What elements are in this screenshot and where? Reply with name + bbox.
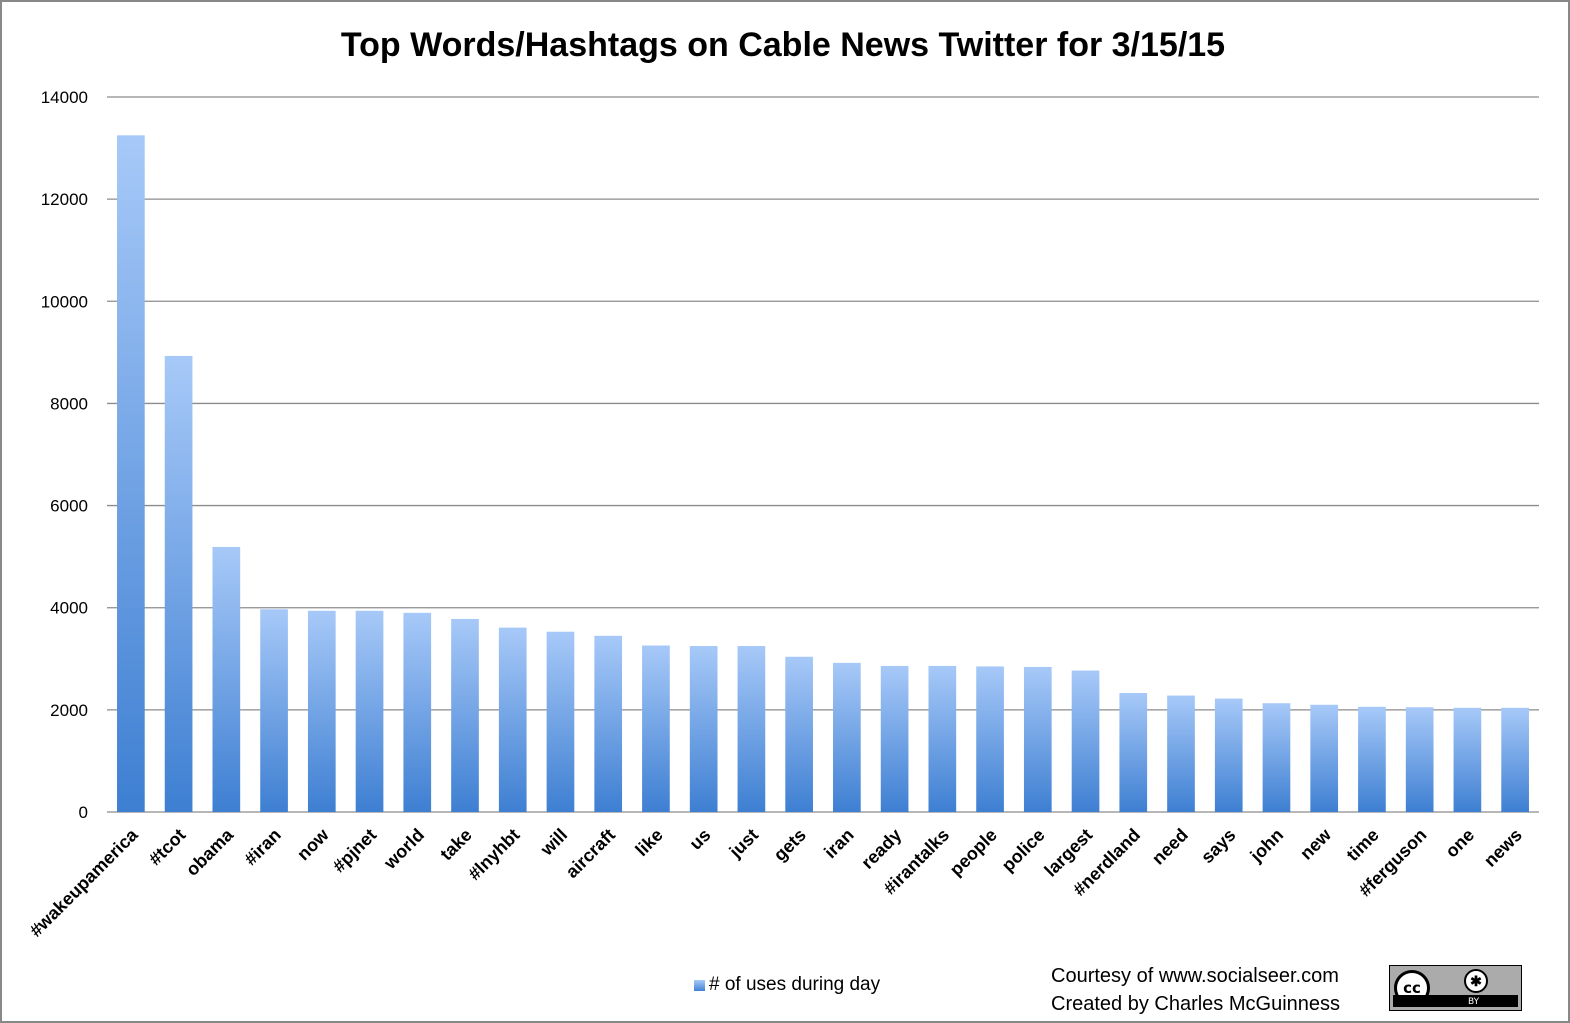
x-tick-label: people xyxy=(946,825,1001,880)
bar xyxy=(880,665,909,812)
x-tick-label: #wakeupamerica xyxy=(26,824,143,941)
x-tick-label: obama xyxy=(182,824,238,880)
gridlines xyxy=(107,96,1539,813)
x-tick-label: john xyxy=(1246,825,1288,867)
bar xyxy=(1501,707,1529,812)
bar xyxy=(117,135,145,812)
bar xyxy=(976,666,1004,812)
x-tick-label: iran xyxy=(820,825,857,862)
x-tick-label: #pjnet xyxy=(329,825,381,877)
bar xyxy=(1214,698,1243,812)
y-tick-label: 6000 xyxy=(50,497,88,516)
x-tick-label: #lnyhbt xyxy=(464,825,523,884)
x-tick-label: #iran xyxy=(240,825,285,870)
x-tick-label: like xyxy=(631,825,666,860)
bar xyxy=(355,610,384,812)
x-tick-label: need xyxy=(1148,825,1192,869)
bar xyxy=(785,656,813,812)
legend-label: # of uses during day xyxy=(709,974,881,995)
y-tick-label: 12000 xyxy=(41,190,88,209)
y-tick-label: 4000 xyxy=(50,599,88,618)
bar xyxy=(1405,707,1434,812)
bar xyxy=(1453,707,1482,812)
chart-title: Top Words/Hashtags on Cable News Twitter… xyxy=(340,26,1226,64)
x-tick-label: aircraft xyxy=(562,825,619,882)
legend-swatch xyxy=(694,979,705,991)
credit-block: Courtesy of www.socialseer.com Created b… xyxy=(1051,962,1340,1018)
bar xyxy=(689,646,718,812)
y-tick-label: 10000 xyxy=(41,292,88,311)
bar xyxy=(498,627,527,812)
y-tick-label: 0 xyxy=(79,803,88,822)
x-tick-label: time xyxy=(1342,825,1382,865)
x-tick-label: news xyxy=(1480,825,1526,871)
credit-line-1: Courtesy of www.socialseer.com xyxy=(1051,965,1339,987)
bar xyxy=(307,610,336,812)
bar xyxy=(403,612,432,812)
bar xyxy=(594,635,623,812)
x-tick-label: now xyxy=(293,824,333,864)
bar xyxy=(1023,666,1052,812)
bar xyxy=(260,609,288,812)
bar xyxy=(451,618,479,812)
x-tick-label: says xyxy=(1197,825,1239,867)
legend: # of uses during day xyxy=(694,974,880,996)
bar xyxy=(1310,704,1339,812)
x-tick-label: gets xyxy=(770,825,810,865)
bar xyxy=(1071,670,1100,812)
bar xyxy=(928,665,957,812)
by-label: BY xyxy=(1468,997,1480,1007)
x-tick-label: new xyxy=(1296,824,1336,864)
y-tick-label: 2000 xyxy=(50,701,88,720)
x-tick-label: one xyxy=(1441,825,1478,862)
bar xyxy=(164,355,193,812)
bars xyxy=(117,135,1529,812)
bar xyxy=(642,645,670,812)
bar xyxy=(833,662,861,812)
x-tick-label: will xyxy=(536,825,571,860)
x-tick-label: just xyxy=(725,825,762,862)
badge-strip xyxy=(1393,995,1518,1007)
bar xyxy=(1167,695,1195,812)
y-tick-label: 8000 xyxy=(50,394,88,413)
bar xyxy=(1262,703,1291,812)
person-icon: ✱ xyxy=(1464,969,1488,993)
y-tick-label: 14000 xyxy=(41,88,88,107)
bar xyxy=(737,646,766,812)
cc-license-badge: cc ✱ BY xyxy=(1389,965,1522,1011)
credit-line-2: Created by Charles McGuinness xyxy=(1051,993,1341,1015)
y-axis: 0 2000 4000 6000 8000 10000 12000 14000 xyxy=(41,88,88,822)
x-tick-label: #tcot xyxy=(145,825,190,870)
x-tick-label: us xyxy=(685,825,714,854)
bar xyxy=(212,546,241,812)
bar xyxy=(1358,706,1386,812)
bar xyxy=(546,631,575,812)
x-tick-label: take xyxy=(436,825,476,865)
x-tick-label: world xyxy=(379,825,428,874)
bar xyxy=(1119,693,1148,812)
